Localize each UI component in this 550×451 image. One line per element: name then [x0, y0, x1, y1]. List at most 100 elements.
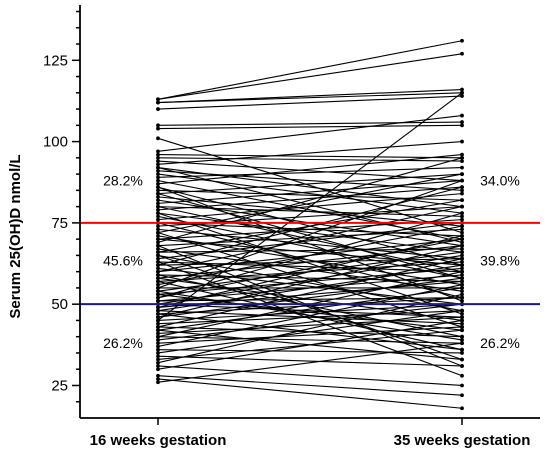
- point-16wk-1: [156, 97, 160, 102]
- point-35wk-42: [460, 198, 464, 203]
- point-16wk-80: [156, 325, 160, 329]
- point-35wk-51: [460, 204, 464, 209]
- point-35wk-79: [460, 256, 464, 261]
- paired-line-90: [157, 310, 463, 354]
- point-35wk-70: [460, 263, 464, 268]
- paired-line-21: [157, 173, 463, 195]
- axes-layer: [72, 5, 540, 425]
- paired-line-109: [157, 290, 463, 341]
- point-16wk-22: [156, 194, 160, 199]
- reference-lines-layer: [80, 221, 540, 306]
- percent-right-above-75: 34.0%: [480, 173, 520, 189]
- point-16wk-100: [156, 230, 160, 235]
- point-16wk-58: [156, 286, 160, 290]
- point-35wk-5: [460, 120, 464, 124]
- paired-line-108: [157, 274, 463, 338]
- paired-line-105: [157, 261, 463, 377]
- point-16wk-106: [156, 185, 160, 190]
- point-35wk-16: [460, 165, 464, 170]
- point-35wk-71: [460, 321, 464, 326]
- point-16wk-61: [156, 292, 160, 297]
- point-16wk-105: [156, 260, 160, 264]
- paired-line-95: [157, 319, 463, 370]
- point-16wk-17: [156, 178, 160, 183]
- labels-layer: 25 50 75 100 125 16 weeks gestation 35 weeks g…: [7, 52, 530, 449]
- point-16wk-86: [156, 338, 160, 342]
- point-16wk-75: [156, 315, 160, 320]
- point-35wk-12: [460, 139, 464, 144]
- point-16wk-71: [156, 308, 160, 313]
- point-16wk-3: [156, 100, 160, 105]
- paired-line-79: [157, 258, 463, 328]
- point-16wk-90: [156, 351, 160, 355]
- point-35wk-1: [460, 51, 464, 56]
- point-16wk-9: [156, 152, 160, 157]
- point-16wk-96: [156, 373, 160, 378]
- point-35wk-89: [460, 351, 464, 355]
- paired-line-5: [157, 121, 463, 126]
- y-tick-label-125: 125: [43, 52, 68, 69]
- point-16wk-12: [156, 162, 160, 167]
- point-16wk-6: [156, 126, 160, 131]
- point-16wk-27: [156, 207, 160, 212]
- paired-line-100: [157, 232, 463, 328]
- paired-line-76: [157, 303, 463, 321]
- point-16wk-99: [156, 253, 160, 258]
- point-35wk-40: [460, 227, 464, 232]
- point-16wk-41: [156, 246, 160, 251]
- paired-line-12: [157, 141, 463, 165]
- paired-line-78: [157, 310, 463, 325]
- point-16wk-38: [156, 237, 160, 242]
- percent-left-below-50: 26.2%: [103, 335, 143, 351]
- point-16wk-78: [156, 321, 160, 326]
- point-35wk-10: [460, 159, 464, 163]
- paired-line-102: [157, 212, 463, 315]
- paired-line-51: [157, 206, 463, 273]
- point-35wk-99: [460, 357, 464, 362]
- point-35wk-35: [460, 172, 464, 177]
- point-16wk-8: [156, 149, 160, 154]
- paired-line-75: [157, 245, 463, 318]
- point-16wk-109: [156, 289, 160, 294]
- point-35wk-59: [460, 250, 464, 255]
- point-35wk-37: [460, 217, 464, 222]
- paired-line-10: [157, 157, 463, 162]
- point-35wk-56: [460, 224, 464, 229]
- point-16wk-82: [156, 328, 160, 333]
- paired-line-96: [157, 375, 463, 396]
- point-16wk-77: [156, 318, 160, 323]
- paired-line-29: [157, 215, 463, 279]
- paired-line-94: [157, 365, 463, 387]
- point-16wk-88: [156, 344, 160, 349]
- point-16wk-36: [156, 233, 160, 238]
- point-16wk-107: [156, 165, 160, 170]
- point-35wk-105: [460, 373, 464, 378]
- point-35wk-26: [460, 214, 464, 219]
- point-16wk-23: [156, 198, 160, 203]
- paired-line-64: [157, 297, 463, 302]
- point-16wk-85: [156, 334, 160, 339]
- paired-line-83: [157, 316, 463, 334]
- y-axis-label: Serum 25(OH)D nmol/L: [7, 154, 24, 318]
- point-35wk-41: [460, 289, 464, 294]
- point-35wk-75: [460, 243, 464, 248]
- point-16wk-29: [156, 214, 160, 219]
- point-35wk-94: [460, 383, 464, 388]
- point-35wk-97: [460, 406, 464, 411]
- point-35wk-14: [460, 188, 464, 193]
- point-16wk-10: [156, 155, 160, 160]
- point-16wk-15: [156, 172, 160, 177]
- point-35wk-108: [460, 334, 464, 339]
- point-35wk-6: [460, 123, 464, 128]
- point-16wk-56: [156, 282, 160, 287]
- point-35wk-92: [460, 328, 464, 333]
- point-16wk-97: [156, 377, 160, 381]
- point-35wk-4: [460, 94, 464, 98]
- percent-left-above-75: 28.2%: [103, 173, 143, 189]
- point-16wk-98: [156, 380, 160, 385]
- paired-line-14: [157, 170, 463, 191]
- paired-line-68: [157, 235, 463, 308]
- point-16wk-4: [156, 107, 160, 111]
- point-16wk-33: [156, 224, 160, 229]
- paired-line-63: [157, 212, 463, 299]
